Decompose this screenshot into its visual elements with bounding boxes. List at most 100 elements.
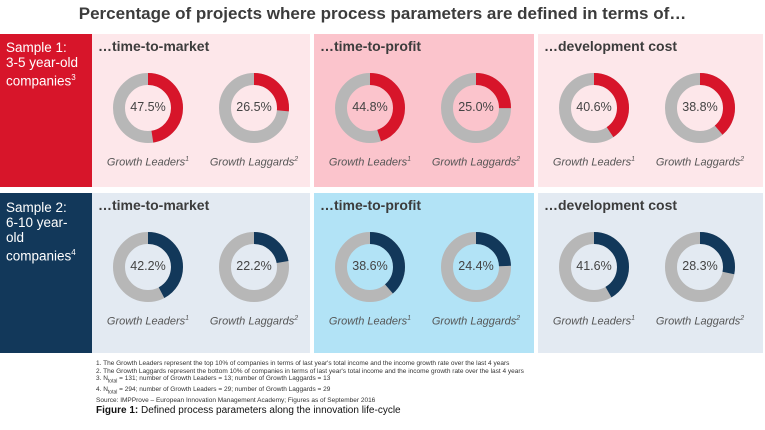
donut-laggards: 26.5% [218,72,290,144]
footnote-mark: 1 [407,156,412,163]
donut-category-label: Growth Laggards2 [199,315,309,328]
donut-chart [441,73,511,143]
donut-value-arc [559,232,629,302]
sample2-sublabel-2: old [6,230,25,245]
category-text: Growth Laggards [655,315,741,328]
sample2-sublabel-3: companies4 [6,248,76,264]
donut-value-label: 38.8% [682,100,718,114]
donut-leaders: 41.6% [558,231,630,303]
footnote-mark: 2 [294,156,299,163]
donut-value-label: 25.0% [458,100,494,114]
sample2-band [0,193,92,353]
donut-chart [441,232,511,302]
footnote-mark: 2 [516,315,521,322]
donut-category-label: Growth Leaders1 [315,315,425,328]
donut-chart [665,232,735,302]
donut-chart [335,232,405,302]
donut-value-arc [335,73,405,143]
footnote-mark: 2 [294,315,299,322]
sample1-label: Sample 1: 3-5 year-old companies3 [0,36,92,89]
donut-chart [219,232,289,302]
donut-value-label: 24.4% [458,259,494,273]
footnotes: 1. The Growth Leaders represent the top … [96,360,656,405]
donut-value-label: 22.2% [236,259,272,273]
footnote-3: 3. Ntotal = 131; number of Growth Leader… [96,375,331,385]
category-text: Growth Laggards [431,315,517,328]
donut-value-label: 42.2% [130,259,166,273]
donut-value-arc [441,232,511,302]
donut-laggards: 22.2% [218,231,290,303]
donut-category-label: Growth Laggards2 [199,156,309,169]
panel-2-2: …time-to-profit 38.6% Growth Leaders1 24.4%… [314,193,534,353]
footnote-1: 1. The Growth Leaders represent the top … [96,360,510,367]
panel-1-1: …time-to-market 47.5% Growth Leaders1 26.5%… [92,34,310,187]
donut-laggards: 24.4% [440,231,512,303]
sample2-title: Sample 2: [6,200,67,215]
panel-2-3: …development cost 41.6% Growth Leaders1 28.… [538,193,763,353]
donut-chart [113,73,183,143]
donut-value-arc [113,73,183,143]
panel-1-2: …time-to-profit 44.8% Growth Leaders1 25.0%… [314,34,534,187]
donut-value-arc [665,73,735,143]
category-text: Growth Laggards [209,315,295,328]
category-text: Growth Laggards [655,156,741,169]
donut-laggards: 25.0% [440,72,512,144]
donut-value-arc [441,73,511,143]
donut-category-label: Growth Laggards2 [645,156,755,169]
donut-value-arc [113,232,183,302]
donut-leaders: 44.8% [334,72,406,144]
sample1-sublabel-2: companies3 [6,73,76,89]
panel-title: …time-to-market [98,38,210,54]
donut-category-label: Growth Laggards2 [645,315,755,328]
footnote-source: Source: IMPProve – European Innovation M… [96,396,376,404]
footnote-mark: 1 [185,315,190,322]
donut-leaders: 40.6% [558,72,630,144]
donut-value-arc [335,232,405,302]
donut-laggards: 28.3% [664,231,736,303]
footnote-mark: 1 [631,315,636,322]
category-text: Growth Laggards [209,156,295,169]
donut-leaders: 38.6% [334,231,406,303]
panel-title: …development cost [544,197,678,213]
donut-value-label: 47.5% [130,100,166,114]
panel-title: …development cost [544,38,678,54]
donut-chart [559,232,629,302]
footnote-4: 4. Ntotal = 294; number of Growth Leader… [96,386,331,396]
donut-value-label: 38.6% [352,259,388,273]
donut-leaders: 47.5% [112,72,184,144]
footnote-mark: 2 [516,156,521,163]
donut-value-label: 41.6% [576,259,612,273]
sample1-title: Sample 1: [6,40,67,55]
donut-value-label: 44.8% [352,100,388,114]
footnote-mark: 2 [740,156,745,163]
donut-value-arc [559,73,629,143]
panel-1-3: …development cost 40.6% Growth Leaders1 38.… [538,34,763,187]
sample2-sublabel-1: 6-10 year- [6,215,68,230]
donut-value-arc [665,232,735,302]
category-text: Growth Leaders [552,156,632,169]
footnote-mark: 1 [185,156,190,163]
donut-value-label: 26.5% [236,100,272,114]
donut-category-label: Growth Leaders1 [93,315,203,328]
panel-title: …time-to-profit [320,197,422,213]
footnote-mark: 1 [407,315,412,322]
donut-value-arc [219,232,289,302]
panel-title: …time-to-market [98,197,210,213]
category-text: Growth Laggards [431,156,517,169]
category-text: Growth Leaders [328,156,408,169]
category-text: Growth Leaders [106,156,186,169]
sample1-sublabel-1: 3-5 year-old [6,55,79,70]
panel-title: …time-to-profit [320,38,422,54]
donut-category-label: Growth Laggards2 [421,156,531,169]
donut-category-label: Growth Leaders1 [539,315,649,328]
footnote-mark: 1 [631,156,636,163]
footnote-2: 2. The Growth Laggards represent the bot… [96,367,524,375]
donut-leaders: 42.2% [112,231,184,303]
category-text: Growth Leaders [552,315,632,328]
category-text: Growth Leaders [106,315,186,328]
donut-value-label: 40.6% [576,100,612,114]
donut-category-label: Growth Leaders1 [315,156,425,169]
donut-category-label: Growth Leaders1 [539,156,649,169]
donut-laggards: 38.8% [664,72,736,144]
sample2-label: Sample 2: 6-10 year- old companies4 [0,196,92,264]
